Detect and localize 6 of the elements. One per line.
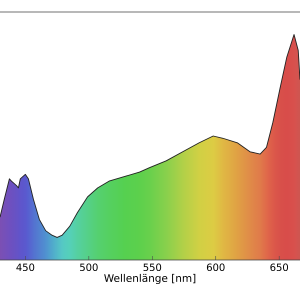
x-tick-label: 600 bbox=[206, 264, 225, 272]
x-axis-title: Wellenlänge [nm] bbox=[104, 274, 196, 284]
x-tick-label: 650 bbox=[270, 264, 288, 272]
x-tick-label: 500 bbox=[80, 264, 98, 272]
x-tick-label: 550 bbox=[144, 264, 162, 272]
x-tick-label: 450 bbox=[16, 264, 34, 272]
